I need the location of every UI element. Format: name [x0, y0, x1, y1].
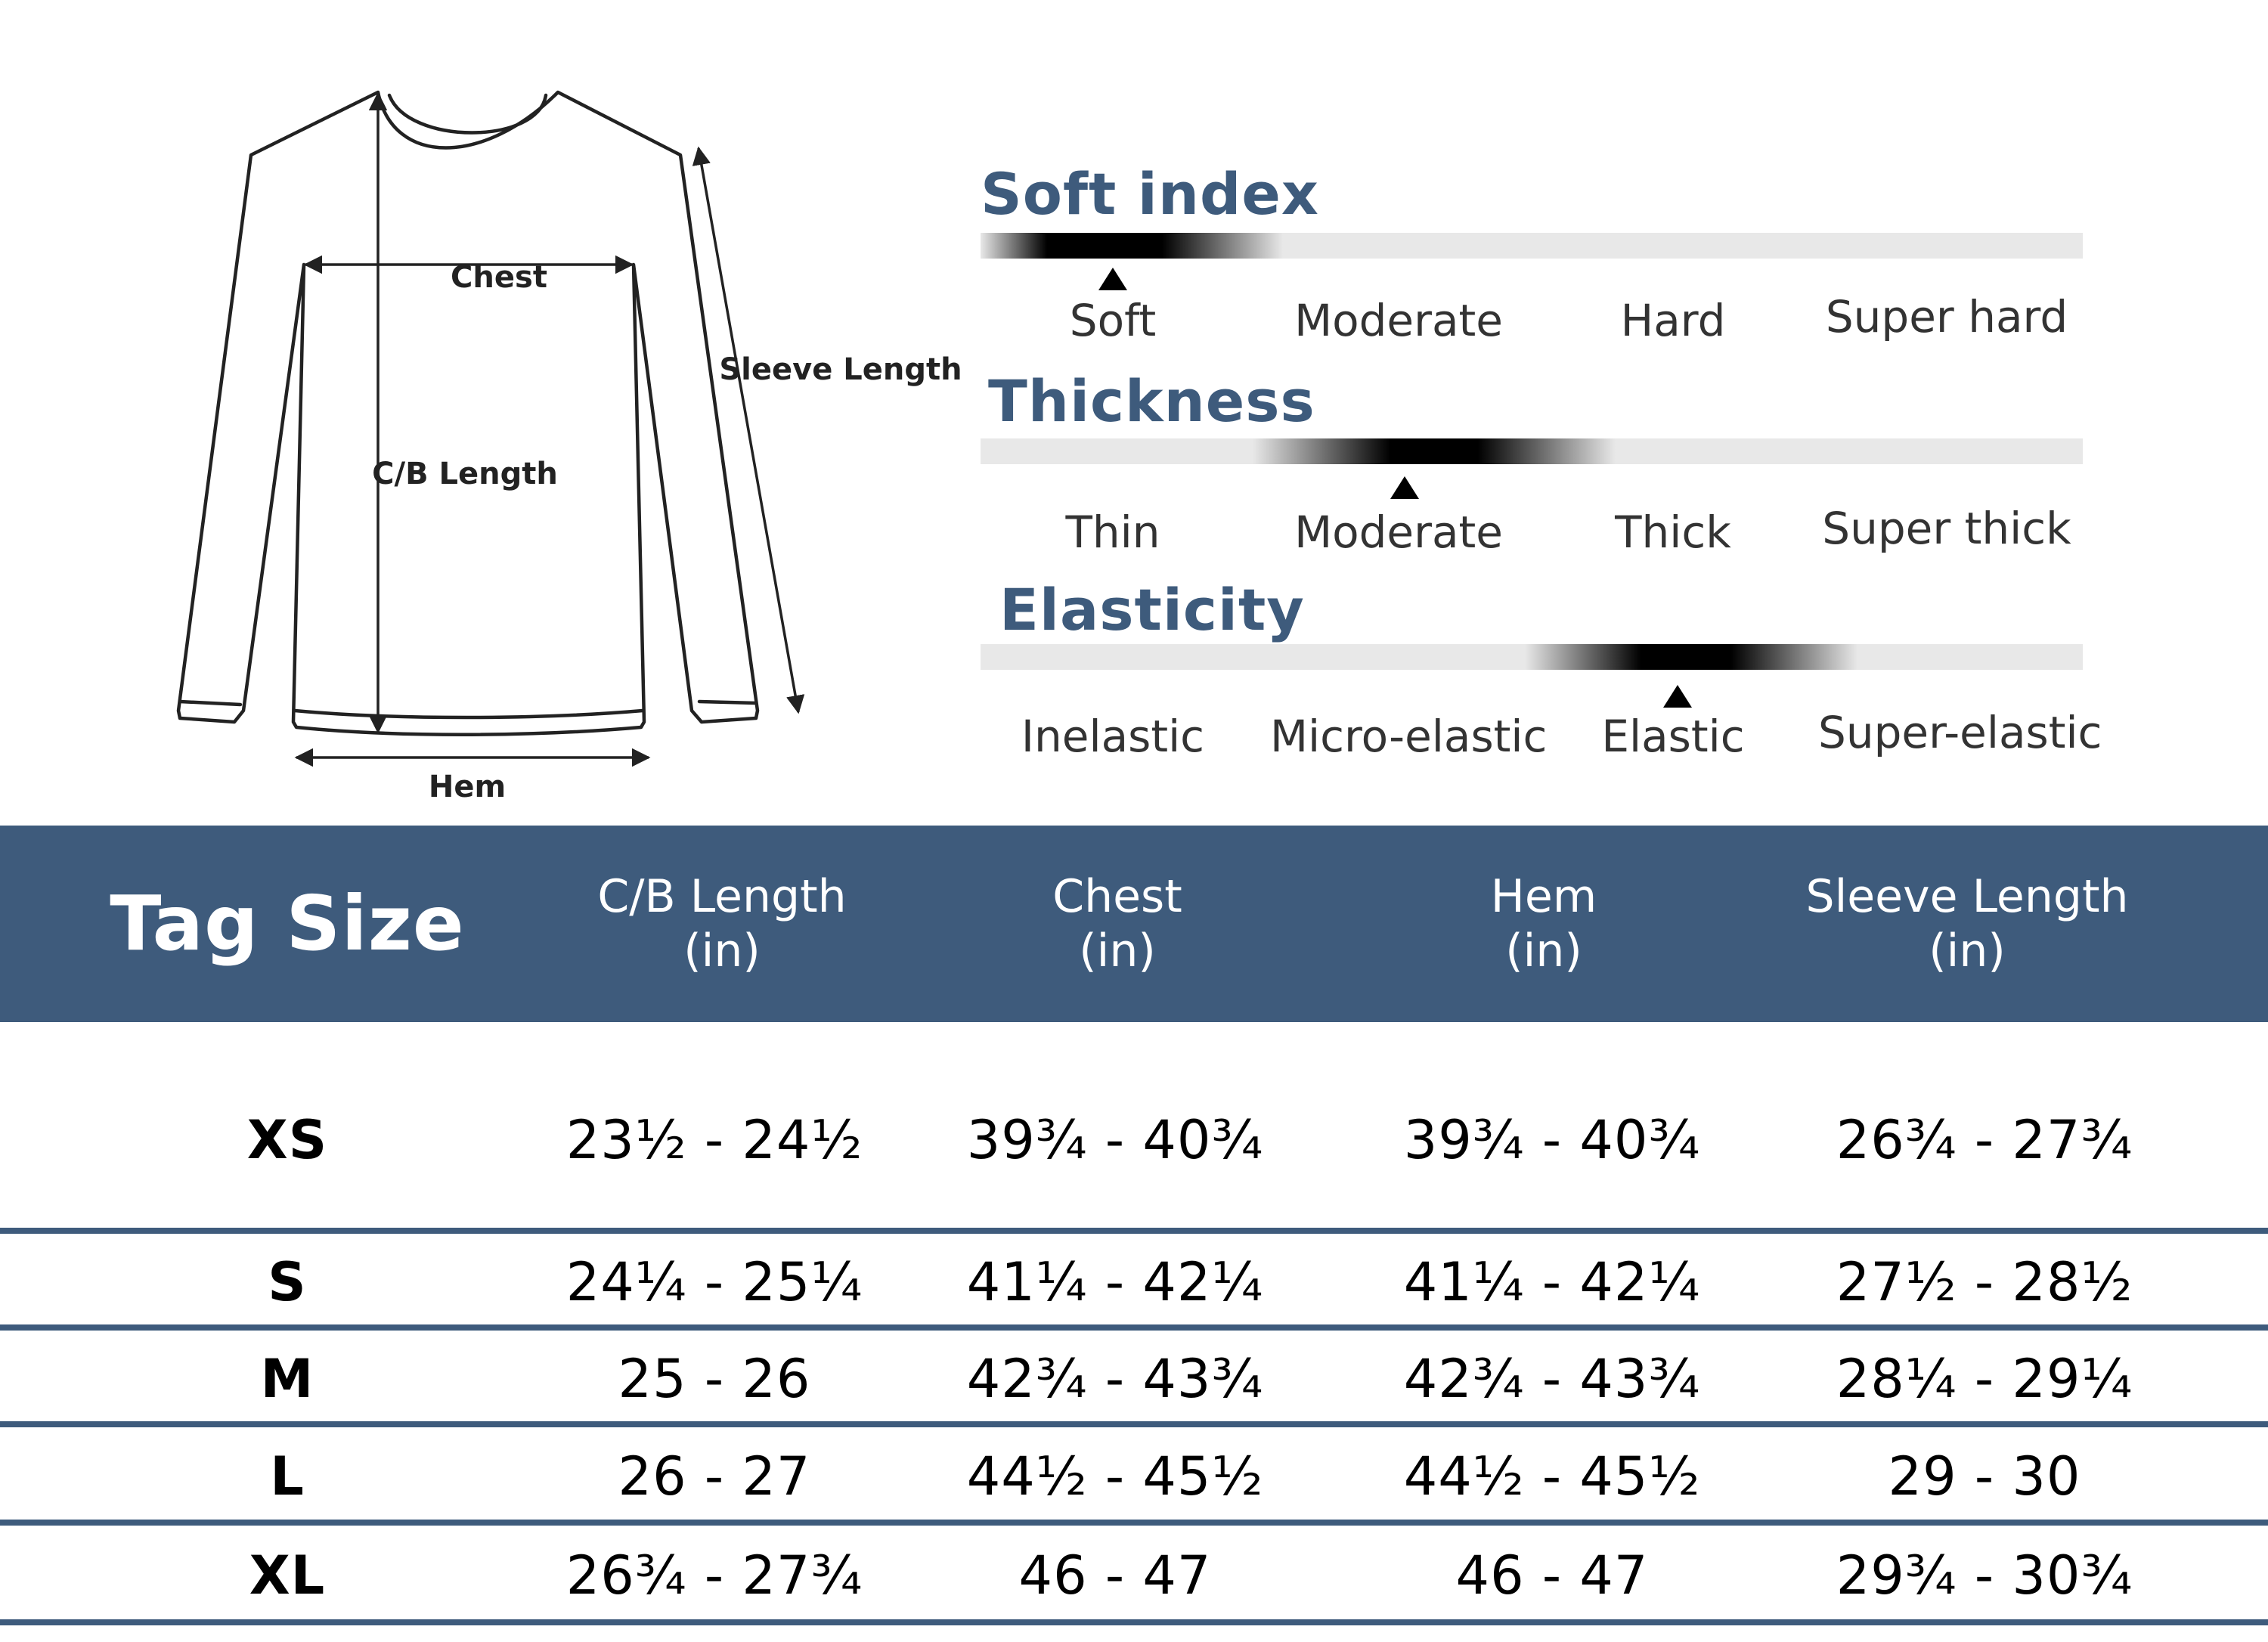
- value-cell: 46 - 47: [1018, 1544, 1212, 1606]
- header-name: Chest: [1052, 870, 1182, 923]
- sleeve-length-arrow: [692, 146, 805, 714]
- value-cell: 26¾ - 27¾: [1836, 1109, 2133, 1171]
- value-cell: 41¼ - 42¼: [966, 1251, 1264, 1313]
- scale-option: Super hard: [1825, 291, 2068, 342]
- header-sleeve-length: Sleeve Length (in): [1771, 826, 2164, 1022]
- cb-length-label: C/B Length: [372, 457, 558, 491]
- header-name: C/B Length: [597, 870, 847, 923]
- table-row: S 24¼ - 25¼ 41¼ - 42¼ 41¼ - 42¼ 27½ - 28…: [0, 1240, 2268, 1331]
- header-unit: (in): [1929, 925, 2006, 977]
- sleeve-length-label: Sleeve Length: [719, 352, 962, 387]
- value-cell: 46 - 47: [1455, 1544, 1649, 1606]
- value-cell: 44½ - 45½: [1403, 1445, 1701, 1507]
- value-cell: 39¾ - 40¾: [966, 1109, 1264, 1171]
- neckline: [387, 93, 548, 135]
- row-divider: [0, 1619, 2268, 1625]
- scale-option: Thin: [1065, 507, 1160, 558]
- header-unit: (in): [1079, 925, 1156, 977]
- value-cell: 26¾ - 27¾: [565, 1544, 863, 1606]
- row-divider: [0, 1228, 2268, 1234]
- right-cuff: [697, 699, 758, 705]
- header-cb-length: C/B Length (in): [556, 826, 888, 1022]
- scale-title: Thickness: [988, 367, 1315, 435]
- value-cell: 44½ - 45½: [966, 1445, 1264, 1507]
- scale-option: Micro-elastic: [1270, 711, 1548, 762]
- left-cuff: [178, 699, 243, 707]
- scale-option: Elastic: [1601, 711, 1745, 762]
- hem-label: Hem: [429, 770, 506, 804]
- header-name: Hem: [1490, 870, 1597, 923]
- scale-option: Super thick: [1822, 503, 2071, 554]
- scale-marker-icon: [1390, 476, 1419, 499]
- table-row: XL 26¾ - 27¾ 46 - 47 46 - 47 29¾ - 30¾: [0, 1532, 2268, 1625]
- value-cell: 29 - 30: [1888, 1445, 2081, 1507]
- table-header: Tag Size C/B Length (in) Chest (in) Hem …: [0, 826, 2268, 1022]
- header-chest: Chest (in): [951, 826, 1284, 1022]
- scale-bar: [981, 438, 2083, 464]
- hem-band: [293, 708, 645, 720]
- scale-marker-icon: [1098, 268, 1127, 290]
- size-cell: M: [260, 1348, 314, 1410]
- row-divider: [0, 1520, 2268, 1526]
- size-cell: S: [268, 1251, 307, 1313]
- header-hem: Hem (in): [1377, 826, 1710, 1022]
- table-row: M 25 - 26 42¾ - 43¾ 42¾ - 43¾ 28¼ - 29¼: [0, 1337, 2268, 1427]
- table-row: L 26 - 27 44½ - 45½ 44½ - 45½ 29 - 30: [0, 1433, 2268, 1526]
- value-cell: 39¾ - 40¾: [1403, 1109, 1701, 1171]
- scale-option: Hard: [1620, 295, 1726, 346]
- value-cell: 42¾ - 43¾: [1403, 1348, 1701, 1410]
- header-unit: (in): [1505, 925, 1582, 977]
- size-cell: XL: [249, 1544, 326, 1606]
- size-cell: XS: [246, 1109, 328, 1171]
- table-row: XS 23½ - 24½ 39¾ - 40¾ 39¾ - 40¾ 26¾ - 2…: [0, 1052, 2268, 1234]
- header-unit: (in): [683, 925, 761, 977]
- scale-bar: [981, 233, 2083, 259]
- value-cell: 24¼ - 25¼: [565, 1251, 863, 1313]
- scale-option: Moderate: [1294, 507, 1503, 558]
- scale-option: Soft: [1069, 295, 1157, 346]
- scale-title: Soft index: [981, 160, 1319, 228]
- scale-option: Moderate: [1294, 295, 1503, 346]
- value-cell: 28¼ - 29¼: [1836, 1348, 2133, 1410]
- header-name: Sleeve Length: [1805, 870, 2129, 923]
- value-cell: 25 - 26: [618, 1348, 811, 1410]
- row-divider: [0, 1421, 2268, 1427]
- value-cell: 27½ - 28½: [1836, 1251, 2133, 1313]
- scale-option: Thick: [1615, 507, 1731, 558]
- size-cell: L: [270, 1445, 305, 1507]
- scale-bar: [981, 644, 2083, 670]
- chest-label: Chest: [451, 260, 547, 295]
- value-cell: 23½ - 24½: [565, 1109, 863, 1171]
- scale-marker-icon: [1663, 685, 1692, 708]
- value-cell: 42¾ - 43¾: [966, 1348, 1264, 1410]
- scale-title: Elasticity: [999, 576, 1305, 643]
- value-cell: 41¼ - 42¼: [1403, 1251, 1701, 1313]
- scale-option: Inelastic: [1021, 711, 1205, 762]
- garment-diagram: Chest C/B Length Sleeve Length Hem: [176, 90, 962, 804]
- value-cell: 29¾ - 30¾: [1836, 1544, 2133, 1606]
- header-tag-size: Tag Size: [110, 879, 465, 968]
- value-cell: 26 - 27: [618, 1445, 811, 1507]
- row-divider: [0, 1324, 2268, 1331]
- scale-option: Super-elastic: [1818, 707, 2102, 758]
- shirt-outline: [176, 90, 760, 736]
